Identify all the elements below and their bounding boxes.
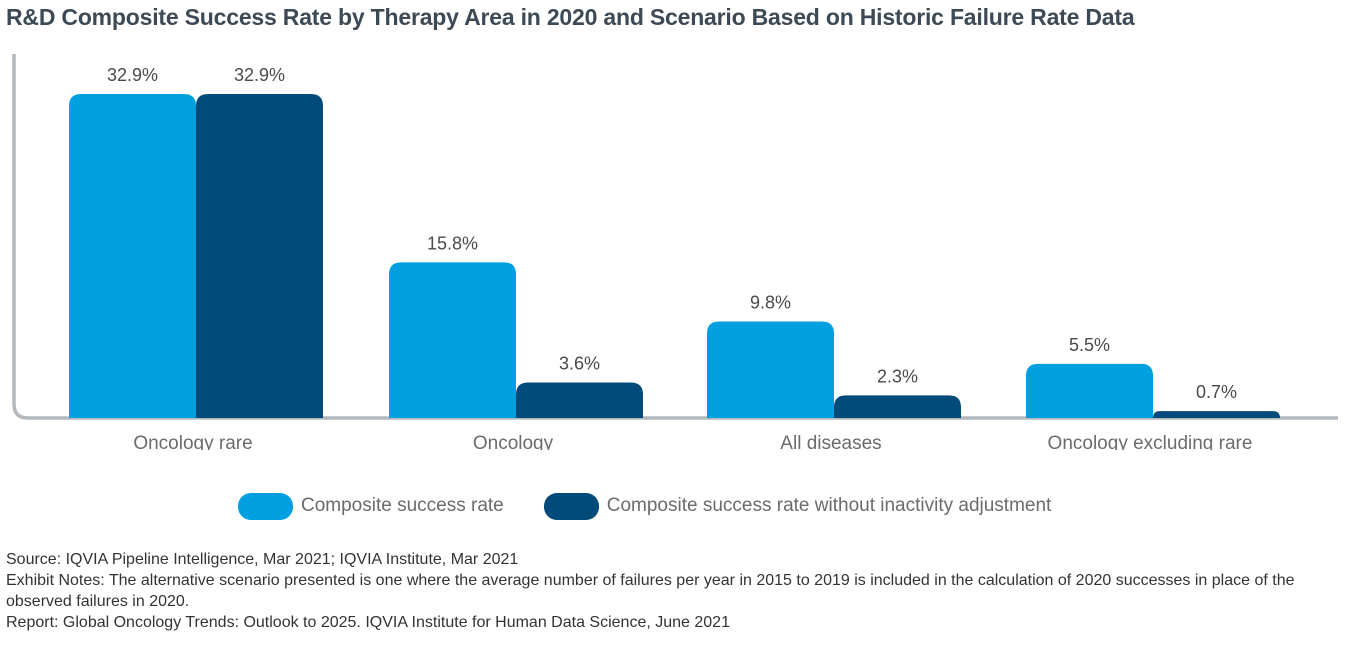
data-label-series2-1: 3.6% <box>559 354 600 374</box>
data-label-series2-2: 2.3% <box>877 366 918 386</box>
legend: Composite success rate Composite success… <box>238 491 1091 521</box>
report-note: Report: Global Oncology Trends: Outlook … <box>6 614 730 631</box>
data-label-series1-2: 9.8% <box>750 292 791 312</box>
legend-label-series2: Composite success rate without inactivit… <box>606 495 1052 516</box>
category-label-3: Oncology excluding rare <box>1048 433 1253 450</box>
chart-title: R&D Composite Success Rate by Therapy Ar… <box>6 4 1135 30</box>
exhibit-note: Exhibit Notes: The alternative scenario … <box>6 572 1295 610</box>
data-label-series2-0: 32.9% <box>234 65 285 85</box>
axis-line <box>12 54 1338 420</box>
bar-series1-2 <box>707 321 834 418</box>
source-note: Source: IQVIA Pipeline Intelligence, Mar… <box>6 551 519 568</box>
data-label-series2-3: 0.7% <box>1196 382 1237 402</box>
category-label-1: Oncology <box>473 433 554 450</box>
data-label-series1-1: 15.8% <box>427 233 478 253</box>
legend-swatch-series2 <box>543 492 599 520</box>
bar-series2-0 <box>196 93 323 418</box>
legend-item-series1: Composite success rate <box>238 492 504 520</box>
bar-series1-3 <box>1026 363 1153 418</box>
bar-series2-1 <box>516 382 643 418</box>
category-label-2: All diseases <box>780 433 881 450</box>
data-label-series1-0: 32.9% <box>107 65 158 85</box>
bar-series2-2 <box>834 395 961 418</box>
bar-series1-0 <box>69 93 196 418</box>
data-label-series1-3: 5.5% <box>1069 335 1110 355</box>
footer-notes: Source: IQVIA Pipeline Intelligence, Mar… <box>6 549 1341 633</box>
bar-series2-3 <box>1153 411 1280 418</box>
category-label-0: Oncology rare <box>133 433 252 450</box>
bar-series1-1 <box>389 262 516 418</box>
legend-swatch-series1 <box>238 492 293 520</box>
legend-item-series2: Composite success rate without inactivit… <box>543 492 1052 520</box>
legend-label-series1: Composite success rate <box>301 495 504 516</box>
bar-chart: 32.9% 32.9% Oncology rare 15.8% 3.6% Oncology… <box>12 54 1338 450</box>
